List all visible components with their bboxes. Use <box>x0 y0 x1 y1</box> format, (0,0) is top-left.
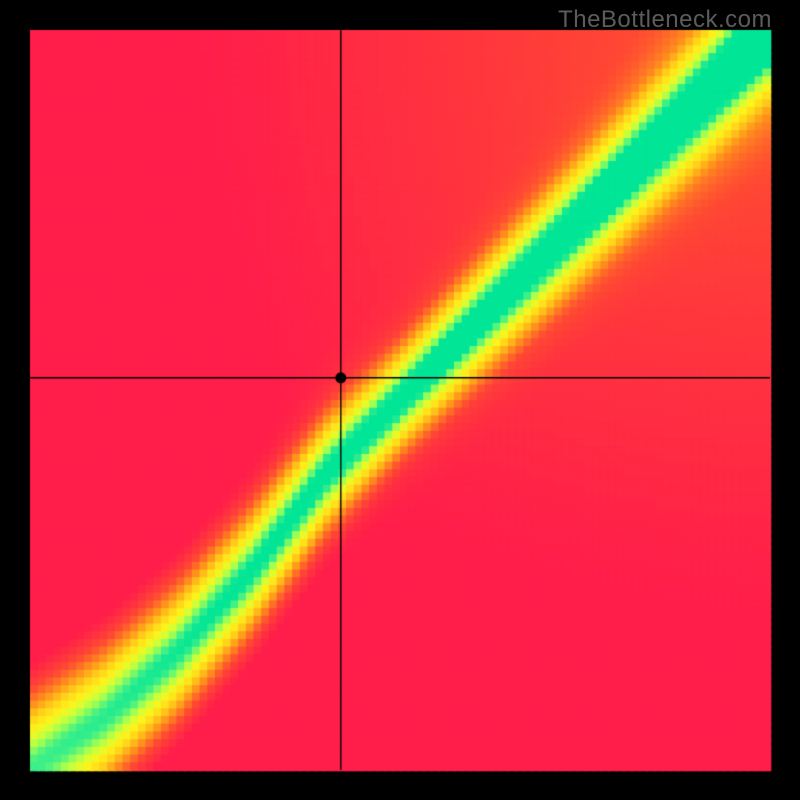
watermark-text: TheBottleneck.com <box>558 6 772 34</box>
crosshair-overlay <box>0 0 800 800</box>
chart-container: { "watermark": { "text": "TheBottleneck.… <box>0 0 800 800</box>
